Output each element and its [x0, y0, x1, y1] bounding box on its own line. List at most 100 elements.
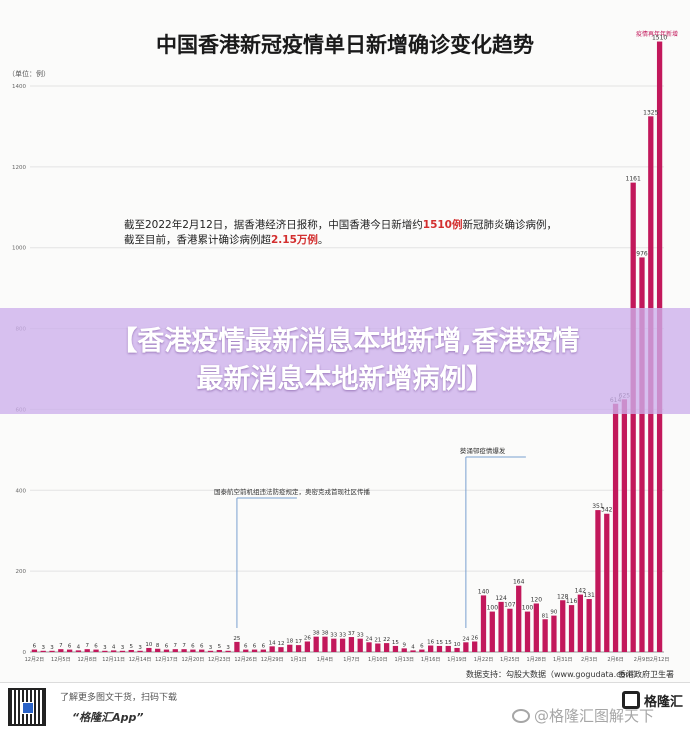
value-label: 7 — [85, 643, 89, 649]
value-label: 37 — [348, 631, 355, 637]
bar — [313, 636, 319, 652]
value-label: 120 — [531, 596, 543, 603]
bar — [287, 644, 293, 652]
value-label: 25 — [233, 636, 240, 642]
bar — [225, 650, 231, 652]
x-tick-label: 1月1日 — [290, 657, 306, 663]
bar — [31, 649, 38, 652]
value-label: 1161 — [626, 176, 641, 183]
bar — [612, 403, 619, 652]
bar — [375, 643, 381, 652]
value-label: 14 — [269, 640, 276, 646]
bar — [436, 645, 443, 652]
unit-label: （单位：例） — [8, 69, 50, 78]
x-tick-label: 12月20日 — [182, 657, 205, 663]
bar — [568, 605, 575, 652]
bar — [119, 650, 126, 652]
bar — [516, 585, 522, 652]
bar — [428, 645, 434, 652]
bar — [339, 638, 346, 652]
x-tick-label: 1月13日 — [394, 657, 414, 663]
value-label: 3 — [138, 645, 142, 651]
value-label: 6 — [68, 644, 72, 650]
qr-code-icon[interactable] — [8, 688, 46, 726]
value-label: 81 — [542, 613, 549, 619]
bar — [595, 510, 601, 652]
bar — [577, 594, 583, 652]
value-label: 142 — [575, 588, 587, 595]
y-tick-label: 200 — [16, 569, 27, 575]
value-label: 15 — [436, 640, 443, 646]
y-tick-label: 1000 — [12, 246, 26, 252]
value-label: 5 — [130, 644, 134, 650]
value-label: 131 — [583, 592, 595, 599]
value-label: 6 — [253, 644, 257, 650]
value-label: 140 — [478, 588, 490, 595]
y-tick-label: 1200 — [12, 165, 26, 171]
bar — [146, 647, 152, 652]
bar — [234, 641, 240, 652]
x-tick-label: 12月17日 — [155, 657, 178, 663]
value-label: 6 — [165, 644, 169, 650]
value-label: 26 — [471, 635, 478, 641]
value-label: 6 — [191, 644, 195, 650]
x-tick-label: 12月2日 — [25, 657, 45, 663]
x-tick-label: 1月10日 — [368, 657, 388, 663]
x-tick-label: 12月26日 — [234, 657, 257, 663]
bar — [604, 513, 610, 652]
value-label: 3 — [103, 645, 107, 651]
footer-app-name: “格隆汇App” — [72, 711, 144, 724]
bar — [181, 649, 187, 652]
bar — [560, 600, 566, 652]
value-label: 7 — [59, 643, 63, 649]
value-label: 3 — [50, 645, 54, 651]
bar — [383, 643, 390, 652]
value-label: 18 — [286, 639, 293, 645]
x-tick-label: 12月29日 — [261, 657, 284, 663]
value-label: 3 — [41, 645, 45, 651]
value-label: 128 — [557, 593, 569, 600]
value-label: 100 — [487, 605, 499, 612]
bar — [93, 649, 99, 652]
banner-line-2: 最新消息本地新增病例】 — [196, 364, 494, 395]
value-label: 15 — [445, 640, 452, 646]
value-label: 3 — [226, 645, 230, 651]
value-label: 976 — [636, 250, 648, 257]
value-label: 164 — [513, 579, 525, 586]
x-tick-label: 1月22日 — [474, 657, 494, 663]
bar — [58, 649, 64, 652]
bar — [419, 649, 425, 652]
value-label: 33 — [339, 633, 346, 639]
bar — [551, 615, 557, 652]
banner-line-1: 【香港疫情最新消息本地新增,香港疫情 — [110, 326, 580, 357]
value-label: 1325 — [643, 109, 658, 116]
bar — [401, 648, 407, 652]
bar — [348, 637, 355, 652]
value-label: 22 — [383, 637, 390, 643]
value-label: 100 — [522, 605, 534, 612]
x-tick-label: 12月8日 — [77, 657, 97, 663]
value-label: 24 — [366, 636, 373, 642]
bar — [410, 650, 416, 652]
bar — [75, 650, 82, 652]
value-label: 15 — [392, 640, 399, 646]
highlight-1510: 1510例 — [423, 218, 463, 231]
event-annotations: 国泰航空前机组违法防疫规定，奥密克戎首现社区传播 葵涌邨疫情爆发 — [214, 446, 526, 628]
title-banner: 【香港疫情最新消息本地新增,香港疫情 最新消息本地新增病例】 — [0, 308, 690, 414]
value-label: 3 — [121, 645, 125, 651]
x-tick-label: 12月14日 — [129, 657, 152, 663]
bar — [357, 638, 363, 652]
value-label: 10 — [454, 642, 461, 648]
value-label: 38 — [321, 631, 328, 637]
bar — [322, 636, 328, 652]
weibo-icon — [512, 708, 530, 723]
bar — [111, 650, 117, 652]
event-text: 国泰航空前机组违法防疫规定，奥密克戎首现社区传播 — [214, 487, 371, 496]
bar — [66, 649, 73, 652]
value-label: 6 — [200, 644, 204, 650]
value-label: 6 — [94, 644, 98, 650]
bar — [524, 611, 531, 652]
watermark-text: @格隆汇图解天下 — [534, 707, 655, 725]
value-label: 4 — [411, 644, 415, 650]
